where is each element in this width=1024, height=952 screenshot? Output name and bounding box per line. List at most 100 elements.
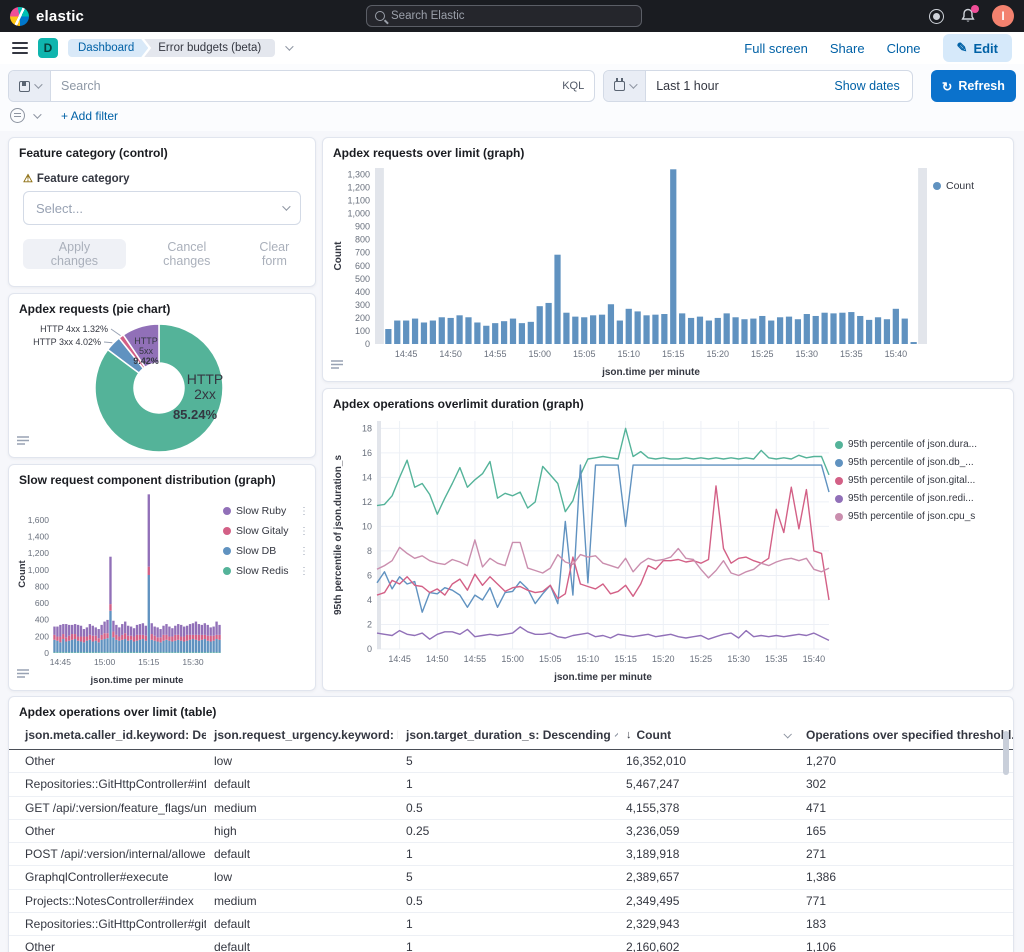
legend: Slow Ruby⋮ Slow Gitaly⋮ Slow DB⋮ Slow Redis… [223, 489, 309, 691]
legend-label: 95th percentile of json.gital... [848, 475, 975, 486]
table-cell: 3,189,918 [618, 843, 798, 865]
table-cell: 183 [798, 913, 1013, 935]
notifications-icon[interactable] [960, 8, 976, 24]
panel-options-icon[interactable] [17, 433, 29, 451]
full-screen-button[interactable]: Full screen [744, 41, 808, 56]
legend-dot-icon [835, 495, 843, 503]
table-cell: 771 [798, 890, 1013, 912]
legend-menu-icon[interactable]: ⋮ [299, 506, 309, 517]
svg-text:800: 800 [355, 235, 370, 245]
clear-form-button[interactable]: Clear form [248, 240, 301, 268]
svg-text:95th percentile of json.durati: 95th percentile of json.duration_s [333, 455, 344, 615]
table-cell: 2,389,657 [618, 866, 798, 888]
app-header: elastic I [0, 0, 1024, 32]
apply-changes-button[interactable]: Apply changes [23, 239, 126, 269]
filter-icon[interactable] [10, 108, 25, 123]
table-cell: default [206, 843, 398, 865]
kql-search-input[interactable] [51, 71, 552, 101]
column-header[interactable]: json.target_duration_s: Descending [398, 721, 618, 749]
table-scrollbar[interactable] [1003, 731, 1009, 775]
kql-label[interactable]: KQL [552, 71, 594, 101]
svg-text:400: 400 [355, 287, 370, 297]
add-filter-button[interactable]: + Add filter [61, 109, 118, 123]
user-avatar[interactable]: I [992, 5, 1014, 27]
legend-item[interactable]: 95th percentile of json.redi... [835, 493, 1003, 504]
feature-category-select[interactable]: Select... [23, 191, 301, 225]
legend-item[interactable]: Slow Gitaly⋮ [223, 525, 309, 537]
legend-item[interactable]: 95th percentile of json.gital... [835, 475, 1003, 486]
column-header[interactable]: json.meta.caller_id.keyword: Desce... [9, 721, 206, 749]
legend-item[interactable]: 95th percentile of json.cpu_s [835, 511, 1003, 522]
svg-text:15:30: 15:30 [727, 654, 750, 664]
svg-text:2: 2 [367, 619, 372, 629]
panel-options-icon[interactable] [331, 357, 343, 375]
breadcrumb-dashboard[interactable]: Dashboard [68, 39, 148, 57]
space-badge[interactable]: D [38, 38, 58, 58]
legend-item[interactable]: 95th percentile of json.dura... [835, 439, 1003, 450]
panel-options-icon[interactable] [17, 666, 29, 684]
legend-item[interactable]: Count [933, 180, 1003, 192]
table-cell: 271 [798, 843, 1013, 865]
panel-title: Slow request component distribution (gra… [9, 465, 315, 489]
column-header[interactable]: json.request_urgency.keyword: Des... [206, 721, 398, 749]
legend-item[interactable]: 95th percentile of json.db_... [835, 457, 1003, 468]
svg-text:2xx: 2xx [194, 386, 216, 402]
table-cell: POST /api/:version/internal/allowed [9, 843, 206, 865]
svg-text:14:50: 14:50 [426, 654, 449, 664]
date-picker-menu-button[interactable] [604, 71, 646, 101]
legend-menu-icon[interactable]: ⋮ [299, 546, 309, 557]
svg-text:14:45: 14:45 [388, 654, 411, 664]
svg-text:100: 100 [355, 326, 370, 336]
table-cell: low [206, 866, 398, 888]
show-dates-button[interactable]: Show dates [834, 79, 911, 93]
cancel-changes-button[interactable]: Cancel changes [146, 240, 228, 268]
refresh-button[interactable]: ↻ Refresh [931, 70, 1016, 102]
elastic-brand[interactable]: elastic [10, 7, 84, 26]
legend-label: 95th percentile of json.db_... [848, 457, 974, 468]
column-header[interactable]: ↓Count [618, 721, 798, 749]
refresh-icon: ↻ [942, 79, 952, 94]
svg-text:15:15: 15:15 [614, 654, 637, 664]
legend-item[interactable]: Slow DB⋮ [223, 545, 309, 557]
table-cell: high [206, 820, 398, 842]
panel-apdex-overlimit-duration: Apdex operations overlimit duration (gra… [322, 388, 1014, 691]
column-header[interactable]: Operations over specified threshold... [798, 721, 1013, 749]
legend-item[interactable]: Slow Redis⋮ [223, 565, 309, 577]
table-cell: 1,386 [798, 866, 1013, 888]
svg-text:14:45: 14:45 [50, 657, 72, 667]
chevron-down-icon[interactable] [33, 110, 41, 118]
global-search-input[interactable] [391, 10, 633, 22]
clone-button[interactable]: Clone [887, 41, 921, 56]
time-range-value[interactable]: Last 1 hour [646, 79, 834, 93]
svg-text:16: 16 [362, 448, 372, 458]
table-cell: Projects::NotesController#index [9, 890, 206, 912]
global-search[interactable] [366, 5, 642, 27]
svg-text:1,100: 1,100 [347, 196, 370, 206]
legend-item[interactable]: Slow Ruby⋮ [223, 505, 309, 517]
edit-button[interactable]: ✎ Edit [943, 34, 1012, 62]
chevron-down-icon[interactable] [285, 42, 293, 50]
table-cell: medium [206, 890, 398, 912]
notification-badge [971, 5, 979, 13]
panel-apdex-operations-table: Apdex operations over limit (table) json… [8, 696, 1014, 952]
svg-text:6: 6 [367, 570, 372, 580]
panel-title: Apdex operations over limit (table) [9, 697, 1013, 721]
svg-text:300: 300 [355, 300, 370, 310]
svg-text:HTTP 4xx 1.32%: HTTP 4xx 1.32% [40, 324, 108, 334]
table-header: json.meta.caller_id.keyword: Desce...jso… [9, 721, 1013, 750]
help-icon[interactable] [929, 9, 944, 24]
svg-text:15:35: 15:35 [840, 349, 863, 359]
menu-icon[interactable] [12, 42, 28, 54]
saved-query-menu-button[interactable] [9, 71, 51, 101]
legend-menu-icon[interactable]: ⋮ [299, 526, 309, 537]
table-cell: 1,106 [798, 936, 1013, 952]
legend-menu-icon[interactable]: ⋮ [299, 566, 309, 577]
panel-title: Apdex requests over limit (graph) [323, 138, 1013, 162]
column-label: Operations over specified threshold... [806, 728, 1013, 742]
table-cell: 16,352,010 [618, 750, 798, 772]
svg-text:15:15: 15:15 [662, 349, 685, 359]
svg-text:0: 0 [365, 339, 370, 349]
elastic-logo-icon [10, 7, 29, 26]
share-button[interactable]: Share [830, 41, 865, 56]
svg-text:json.time per minute: json.time per minute [553, 672, 652, 683]
